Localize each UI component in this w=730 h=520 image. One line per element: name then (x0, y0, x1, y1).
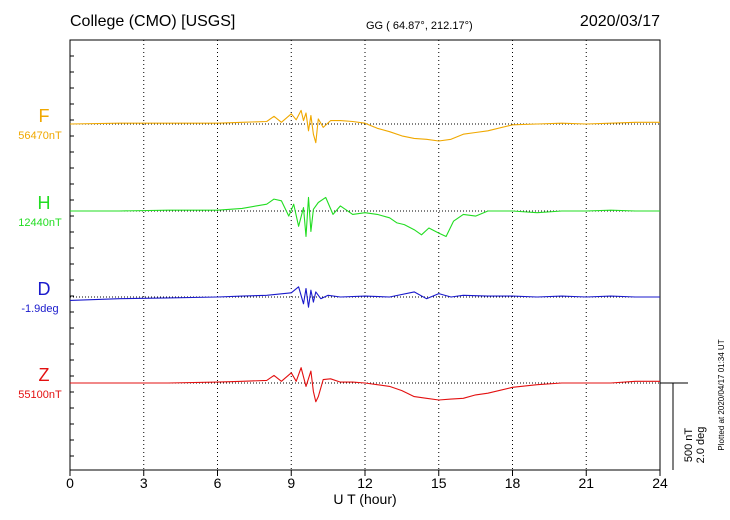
x-tick-label-3: 3 (140, 475, 148, 491)
series-baseline-D: -1.9deg (21, 303, 58, 315)
series-line-F (69, 109, 660, 144)
series-labels: F 56470nT H 12440nT D -1.9deg Z 55100nT (18, 106, 62, 401)
x-tick-label-21: 21 (578, 475, 594, 491)
series-name-F: F (39, 106, 50, 126)
series-line-Z (70, 367, 660, 403)
x-tick-label-12: 12 (357, 475, 373, 491)
plotted-timestamp: Plotted at 2020/04/17 01:34 UT (717, 339, 726, 450)
series-line-D (69, 286, 660, 308)
series-name-H: H (38, 193, 51, 213)
x-tick-label-0: 0 (66, 475, 74, 491)
x-tick-label-15: 15 (431, 475, 447, 491)
vertical-grid (143, 40, 587, 470)
series-name-Z: Z (39, 365, 50, 385)
scale-nt-label: 500 nT (683, 428, 695, 463)
station-title: College (CMO) [USGS] (70, 13, 235, 30)
x-tick-label-24: 24 (652, 475, 668, 491)
x-tick-label-18: 18 (505, 475, 521, 491)
series-baseline-Z: 55100nT (18, 389, 62, 401)
x-axis-label: U T (hour) (333, 491, 396, 507)
series-name-D: D (38, 279, 51, 299)
date-label: 2020/03/17 (580, 13, 660, 30)
x-tick-label-9: 9 (287, 475, 295, 491)
series-baseline-F: 56470nT (18, 130, 62, 142)
x-tick-label-6: 6 (214, 475, 222, 491)
series-baseline-H: 12440nT (18, 217, 62, 229)
scale-deg-label: 2.0 deg (695, 427, 707, 464)
x-axis-ticks: 0 3 6 9 12 15 18 21 24 (66, 55, 668, 491)
series-line-H (70, 196, 660, 238)
coordinates-label: GG ( 64.87°, 212.17°) (366, 20, 473, 32)
series-lines (69, 109, 660, 403)
